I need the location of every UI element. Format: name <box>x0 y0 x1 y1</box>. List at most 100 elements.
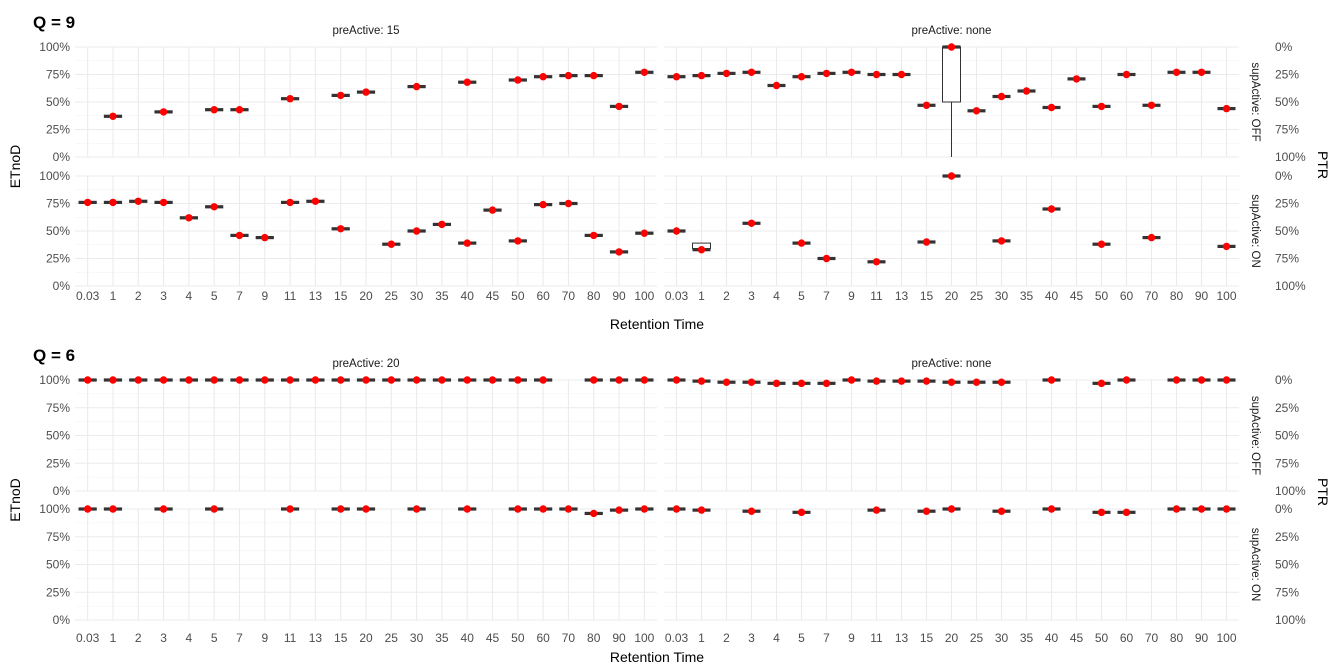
median-point <box>797 379 806 388</box>
x-tick-label: 70 <box>562 289 576 303</box>
x-tick-label: 30 <box>995 631 1009 645</box>
x-tick-label: 3 <box>160 289 167 303</box>
column-strip-label: preActive: none <box>912 358 992 370</box>
x-tick-label: 9 <box>261 289 268 303</box>
median-point <box>615 248 623 256</box>
x-tick-label: 90 <box>612 631 626 645</box>
y-tick-label: 75% <box>46 197 70 211</box>
y2-tick-label: 0% <box>1275 40 1293 54</box>
median-point <box>872 506 881 514</box>
x-tick-label: 1 <box>110 631 117 645</box>
x-tick-label: 20 <box>945 631 959 645</box>
median-point <box>1147 233 1156 242</box>
y-tick-label: 25% <box>46 585 70 599</box>
x-tick-label: 3 <box>160 631 167 645</box>
median-point <box>1222 242 1231 251</box>
x-tick-label: 20 <box>359 631 373 645</box>
median-point <box>922 101 931 110</box>
median-point <box>1222 376 1231 384</box>
median-point <box>159 108 168 116</box>
y2-tick-label: 50% <box>1275 95 1299 109</box>
median-point <box>1097 508 1106 517</box>
x-tick-label: 100 <box>634 631 654 645</box>
y2-tick-label: 0% <box>1275 502 1293 516</box>
x-tick-label: 11 <box>284 289 297 303</box>
x-tick-label: 15 <box>334 289 348 303</box>
x-tick-label: 11 <box>284 631 297 645</box>
y2-tick-label: 100% <box>1275 484 1306 498</box>
y2-tick-label: 50% <box>1275 429 1299 443</box>
median-point <box>615 506 623 514</box>
median-point <box>1197 505 1206 513</box>
median-point <box>897 377 906 385</box>
y2-tick-label: 25% <box>1275 530 1299 544</box>
median-point <box>997 237 1006 245</box>
median-point <box>747 507 756 515</box>
row-strip-label: supActive: ON <box>1249 528 1261 602</box>
x-tick-label: 45 <box>486 631 500 645</box>
y-tick-label: 0% <box>53 279 71 293</box>
x-tick-label: 5 <box>798 289 805 303</box>
median-point <box>997 507 1006 515</box>
row-strip-label: supActive: OFF <box>1249 62 1261 141</box>
median-point <box>134 197 142 205</box>
x-tick-label: 7 <box>823 289 830 303</box>
median-point <box>640 68 649 77</box>
median-point <box>797 239 806 247</box>
y-tick-label: 100% <box>39 373 70 387</box>
x-tick-label: 13 <box>895 631 909 645</box>
median-point <box>922 238 931 246</box>
y2-tick-label: 75% <box>1275 585 1299 599</box>
median-point <box>1197 68 1206 77</box>
y-tick-label: 75% <box>46 401 70 415</box>
median-point <box>697 71 706 80</box>
y2-tick-label: 50% <box>1275 224 1299 238</box>
median-point <box>747 219 756 227</box>
median-point <box>159 198 168 207</box>
median-point <box>972 107 981 115</box>
median-point <box>387 240 396 248</box>
median-point <box>1122 508 1131 517</box>
median-point <box>488 376 497 384</box>
median-point <box>539 376 547 384</box>
x-tick-label: 35 <box>435 289 449 303</box>
median-point <box>697 377 706 385</box>
median-point <box>590 376 598 384</box>
median-point <box>488 206 497 214</box>
median-point <box>438 376 446 384</box>
y-tick-label: 75% <box>46 530 70 544</box>
row-strip-label: supActive: ON <box>1249 194 1261 268</box>
median-point <box>83 198 92 207</box>
y2-tick-label: 25% <box>1275 197 1299 211</box>
median-point <box>1147 101 1156 110</box>
median-point <box>947 172 956 180</box>
x-tick-label: 13 <box>895 289 909 303</box>
column-strip-label: preActive: none <box>912 25 992 37</box>
y2-tick-label: 25% <box>1275 401 1299 415</box>
median-point <box>412 82 421 91</box>
x-tick-label: 1 <box>110 289 117 303</box>
median-point <box>286 505 294 513</box>
x-tick-label: 9 <box>848 289 855 303</box>
x-tick-label: 30 <box>410 289 424 303</box>
median-point <box>1172 505 1181 513</box>
median-point <box>972 378 981 386</box>
x-tick-label: 30 <box>410 631 424 645</box>
median-point <box>672 505 681 513</box>
x-tick-label: 3 <box>748 289 755 303</box>
x-tick-label: 1 <box>698 289 705 303</box>
median-point <box>1172 68 1181 77</box>
panel-title: Q = 9 <box>33 13 75 32</box>
x-tick-label: 1 <box>698 631 705 645</box>
median-point <box>362 88 370 96</box>
median-point <box>640 229 649 237</box>
x-tick-label: 60 <box>1120 631 1134 645</box>
x-tick-label: 7 <box>823 631 830 645</box>
x-tick-label: 13 <box>309 631 323 645</box>
x-tick-label: 4 <box>186 631 193 645</box>
median-point <box>672 73 681 81</box>
x-tick-label: 90 <box>1195 631 1209 645</box>
x-tick-label: 100 <box>1216 631 1236 645</box>
x-tick-label: 5 <box>211 631 218 645</box>
